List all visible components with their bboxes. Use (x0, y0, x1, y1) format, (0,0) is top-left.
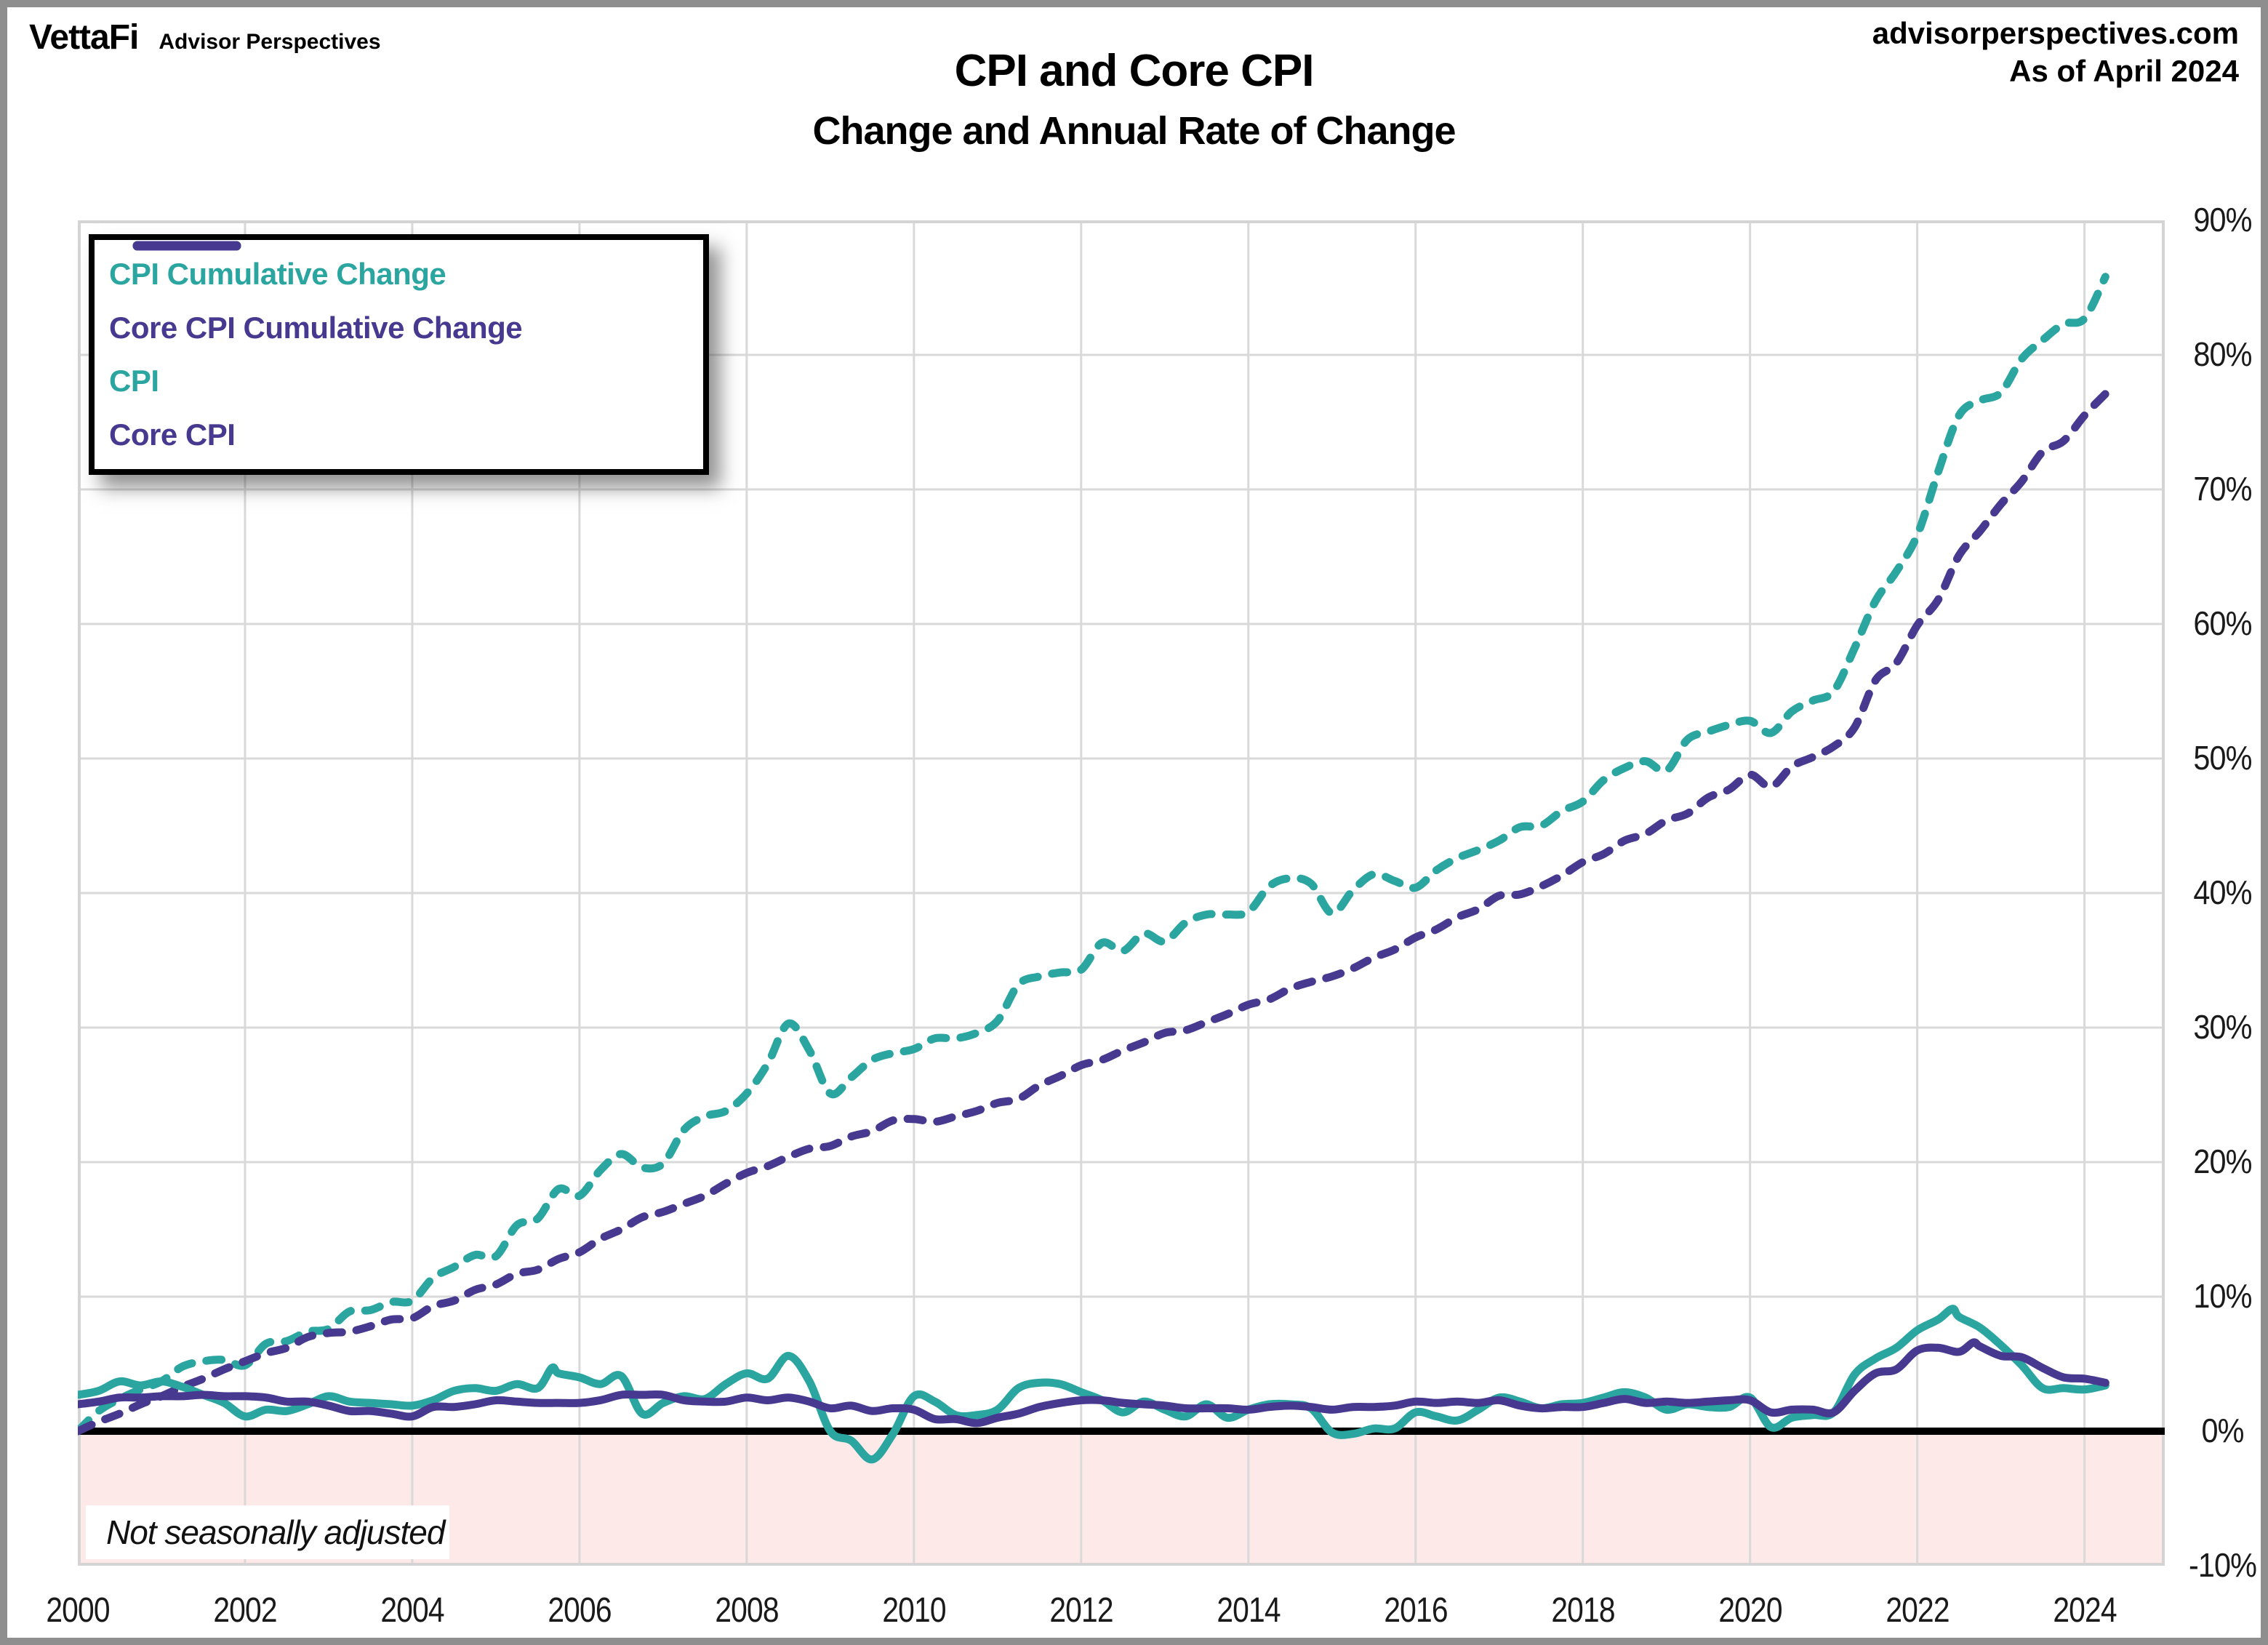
x-tick-label: 2004 (380, 1591, 444, 1630)
legend-label: CPI Cumulative Change (109, 256, 446, 291)
y-tick-label: -10% (2188, 1546, 2257, 1584)
y-tick-label: 10% (2193, 1277, 2252, 1315)
legend-item-cpi-cumulative-change: CPI Cumulative Change (95, 241, 703, 301)
x-tick-label: 2022 (1885, 1591, 1950, 1630)
y-tick-label: 70% (2193, 470, 2252, 508)
advisor-perspectives-label: Advisor Perspectives (159, 30, 381, 54)
plot-area: CPI Cumulative Change Core CPI Cumulative… (78, 220, 2165, 1566)
vettafi-logo-text: VettaFi (29, 18, 139, 57)
x-tick-label: 2006 (548, 1591, 612, 1630)
y-tick-label: 90% (2193, 201, 2252, 239)
as-of-date: As of April 2024 (2009, 54, 2239, 88)
vettafi-logo: VettaFi Advisor Perspectives (29, 17, 381, 57)
series-line-cpi (78, 1305, 2109, 1464)
y-tick-label: 20% (2193, 1142, 2252, 1180)
series-line-core-cpi-cumulative-change (78, 390, 2109, 1436)
source-block: advisorperspectives.com As of April 2024 (1872, 15, 2239, 90)
series-line-cpi-cumulative-change (78, 273, 2109, 1436)
legend-item-cpi: CPI (95, 241, 703, 409)
x-tick-label: 2014 (1217, 1591, 1281, 1630)
legend-label: CPI (109, 364, 159, 399)
x-tick-label: 2020 (1718, 1591, 1782, 1630)
source-url: advisorperspectives.com (1872, 16, 2239, 50)
not-seasonally-adjusted-note: Not seasonally adjusted (86, 1505, 449, 1559)
chart-subtitle: Change and Annual Rate of Change (812, 109, 1456, 153)
legend-label: Core CPI (109, 417, 236, 452)
title-block: CPI and Core CPI Change and Annual Rate … (7, 7, 2261, 153)
y-tick-label: 60% (2193, 604, 2252, 642)
x-tick-label: 2008 (715, 1591, 779, 1630)
legend-item-core-cpi-cumulative-change: Core CPI Cumulative Change (95, 241, 703, 355)
x-tick-label: 2002 (213, 1591, 277, 1630)
y-tick-label: 40% (2193, 873, 2252, 911)
solid-line-sample-icon (132, 241, 241, 251)
chart-title: CPI and Core CPI (954, 46, 1315, 96)
x-tick-label: 2018 (1551, 1591, 1615, 1630)
y-tick-label: 50% (2193, 739, 2252, 777)
legend-label: Core CPI Cumulative Change (109, 310, 523, 345)
legend-box: CPI Cumulative Change Core CPI Cumulative… (89, 234, 709, 475)
y-tick-label: 30% (2193, 1008, 2252, 1046)
y-tick-label: 80% (2193, 335, 2252, 373)
plot-frame (78, 220, 2165, 1566)
x-tick-label: 2016 (1384, 1591, 1448, 1630)
x-tick-label: 2012 (1049, 1591, 1113, 1630)
x-tick-label: 2024 (2052, 1591, 2117, 1630)
series-line-core-cpi (78, 1338, 2109, 1428)
legend-item-core-cpi: Core CPI (95, 241, 703, 462)
x-tick-label: 2000 (46, 1591, 110, 1630)
y-tick-label: 0% (2201, 1412, 2244, 1449)
x-tick-label: 2010 (882, 1591, 946, 1630)
